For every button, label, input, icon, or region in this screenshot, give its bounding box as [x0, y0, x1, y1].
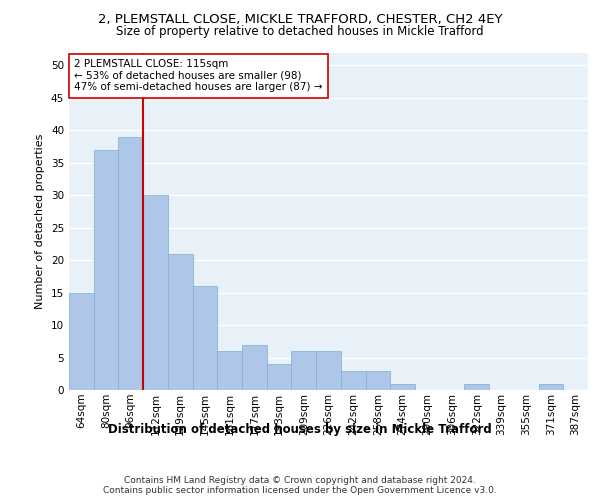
Bar: [464, 384, 489, 390]
Bar: [168, 254, 193, 390]
Bar: [390, 384, 415, 390]
Y-axis label: Number of detached properties: Number of detached properties: [35, 134, 46, 309]
Text: Contains HM Land Registry data © Crown copyright and database right 2024.
Contai: Contains HM Land Registry data © Crown c…: [103, 476, 497, 495]
Text: 2 PLEMSTALL CLOSE: 115sqm
← 53% of detached houses are smaller (98)
47% of semi-: 2 PLEMSTALL CLOSE: 115sqm ← 53% of detac…: [74, 59, 323, 92]
Bar: [118, 137, 143, 390]
Bar: [341, 370, 365, 390]
Bar: [94, 150, 118, 390]
Text: Size of property relative to detached houses in Mickle Trafford: Size of property relative to detached ho…: [116, 25, 484, 38]
Bar: [292, 351, 316, 390]
Bar: [539, 384, 563, 390]
Bar: [217, 351, 242, 390]
Bar: [316, 351, 341, 390]
Bar: [193, 286, 217, 390]
Bar: [365, 370, 390, 390]
Text: Distribution of detached houses by size in Mickle Trafford: Distribution of detached houses by size …: [108, 422, 492, 436]
Bar: [143, 196, 168, 390]
Text: 2, PLEMSTALL CLOSE, MICKLE TRAFFORD, CHESTER, CH2 4EY: 2, PLEMSTALL CLOSE, MICKLE TRAFFORD, CHE…: [98, 12, 502, 26]
Bar: [242, 344, 267, 390]
Bar: [69, 292, 94, 390]
Bar: [267, 364, 292, 390]
